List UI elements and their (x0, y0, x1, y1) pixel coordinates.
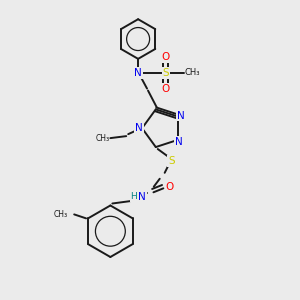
Text: N: N (177, 111, 185, 121)
Text: O: O (162, 52, 170, 62)
Text: N: N (135, 123, 143, 133)
Text: N: N (138, 192, 146, 202)
Text: H: H (130, 192, 137, 201)
Text: CH₃: CH₃ (185, 68, 200, 77)
Text: S: S (168, 156, 175, 166)
Text: N: N (175, 137, 183, 147)
Text: N: N (134, 68, 142, 78)
Text: CH₃: CH₃ (95, 134, 110, 142)
Text: O: O (162, 84, 170, 94)
Text: CH₃: CH₃ (54, 210, 68, 219)
Text: S: S (163, 68, 169, 78)
Text: O: O (166, 182, 174, 192)
